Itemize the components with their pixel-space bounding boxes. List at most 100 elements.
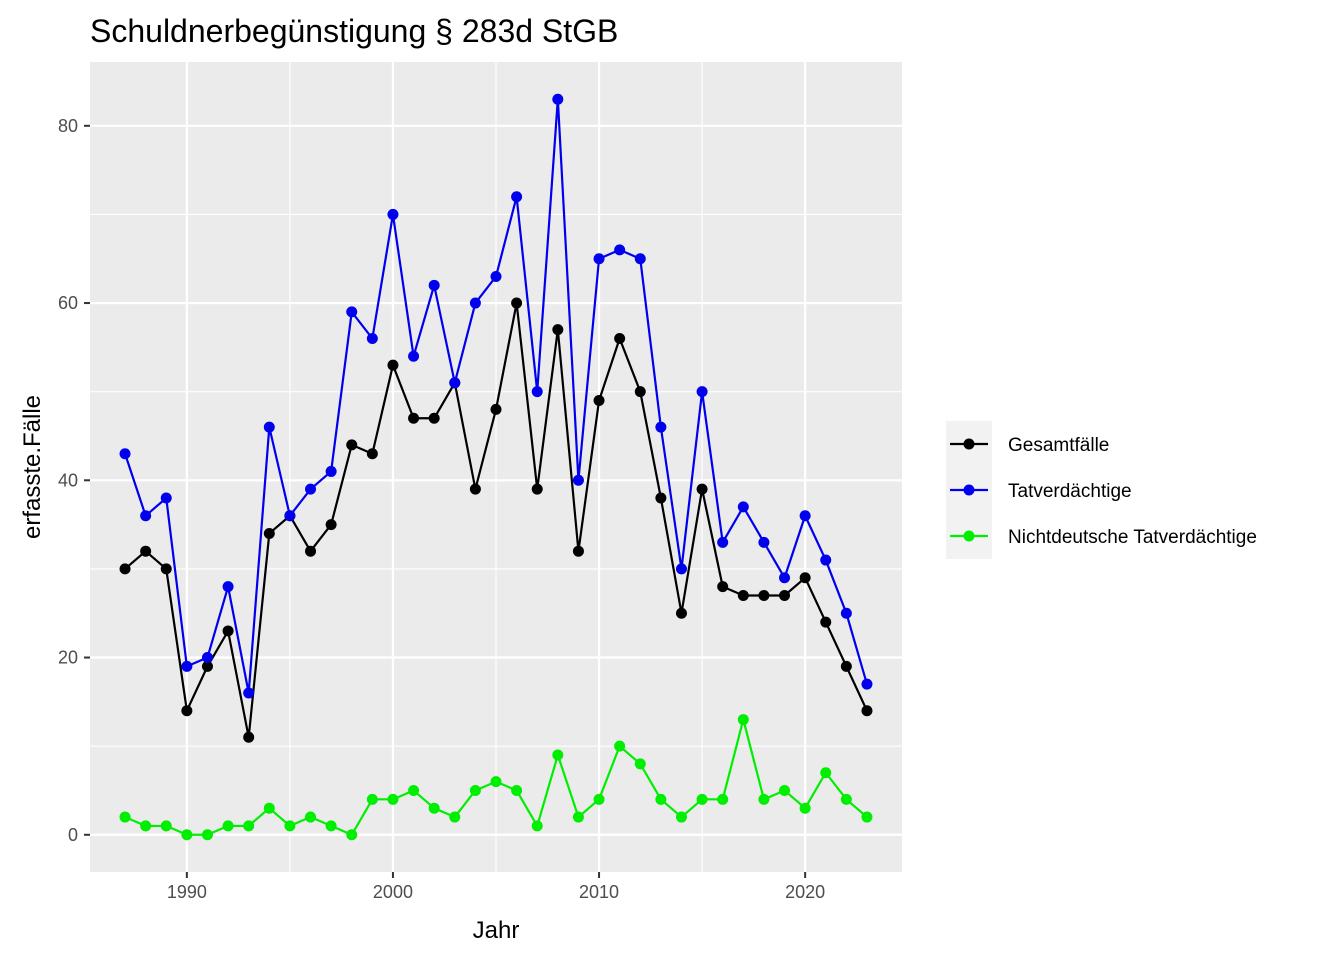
data-point (201, 829, 213, 841)
legend-key-point (963, 484, 975, 496)
data-point (201, 660, 213, 672)
data-point (572, 545, 584, 557)
data-point (346, 306, 358, 318)
data-point (387, 359, 399, 371)
data-point (469, 784, 481, 796)
data-point (840, 793, 852, 805)
data-point (408, 350, 420, 362)
data-point (655, 793, 667, 805)
data-point (222, 581, 234, 593)
data-point (325, 465, 337, 477)
legend-label: Tatverdächtige (1008, 481, 1132, 502)
data-point (243, 731, 255, 743)
data-point (779, 572, 791, 584)
data-point (428, 412, 440, 424)
data-point (531, 483, 543, 495)
x-tick-label: 2000 (373, 882, 413, 902)
chart-title: Schuldnerbegünstigung § 283d StGB (90, 13, 618, 49)
data-point (634, 386, 646, 398)
data-point (160, 492, 172, 504)
data-point (779, 784, 791, 796)
major-gridlines (90, 62, 902, 872)
data-point (346, 439, 358, 451)
y-tick-label: 40 (58, 470, 78, 490)
data-point (737, 714, 749, 726)
data-point (305, 483, 317, 495)
data-point (675, 811, 687, 823)
data-point (737, 501, 749, 513)
legend-item: Nichtdeutsche Tatverdächtige (950, 527, 1257, 548)
data-point (614, 740, 626, 752)
data-point (531, 386, 543, 398)
data-point (779, 590, 791, 602)
data-point (840, 607, 852, 619)
data-point (140, 510, 152, 522)
data-point (696, 483, 708, 495)
data-point (840, 660, 852, 672)
data-point (820, 767, 832, 779)
data-point (263, 527, 275, 539)
data-point (593, 253, 605, 265)
data-point (511, 191, 523, 203)
data-point (428, 802, 440, 814)
x-tick-label: 2010 (579, 882, 619, 902)
data-point (758, 793, 770, 805)
data-point (696, 793, 708, 805)
data-point (861, 705, 873, 717)
data-point (799, 572, 811, 584)
data-point (284, 510, 296, 522)
data-point (655, 421, 667, 433)
series-2 (119, 93, 873, 699)
data-point (655, 492, 667, 504)
data-point (243, 820, 255, 832)
data-point (181, 705, 193, 717)
data-point (366, 332, 378, 344)
data-point (634, 758, 646, 770)
x-tick-label: 1990 (167, 882, 207, 902)
data-point (387, 208, 399, 220)
y-tick-label: 60 (58, 293, 78, 313)
data-point (511, 297, 523, 309)
data-point (552, 324, 564, 336)
data-point (552, 93, 564, 105)
x-axis: 1990 2000 2010 2020 (167, 872, 825, 902)
data-point (717, 536, 729, 548)
data-point (140, 820, 152, 832)
data-point (201, 652, 213, 664)
data-point (325, 519, 337, 531)
data-point (387, 793, 399, 805)
data-point (552, 749, 564, 761)
y-axis-title: erfasste.Fälle (19, 395, 46, 539)
data-point (675, 563, 687, 575)
data-point (490, 776, 502, 788)
data-point (737, 590, 749, 602)
data-point (511, 784, 523, 796)
data-point (449, 811, 461, 823)
data-point (758, 590, 770, 602)
data-point (614, 332, 626, 344)
data-point (428, 279, 440, 291)
data-point (243, 687, 255, 699)
data-point (449, 377, 461, 389)
data-point (140, 545, 152, 557)
legend-key-point (963, 438, 975, 450)
data-point (572, 811, 584, 823)
data-point (593, 793, 605, 805)
y-tick-label: 20 (58, 648, 78, 668)
data-point (119, 448, 131, 460)
data-point (799, 510, 811, 522)
data-point (861, 811, 873, 823)
data-point (263, 421, 275, 433)
data-point (469, 483, 481, 495)
data-point (675, 607, 687, 619)
data-point (366, 793, 378, 805)
data-point (572, 474, 584, 486)
data-point (408, 412, 420, 424)
data-point (325, 820, 337, 832)
legend-item: Tatverdächtige (950, 481, 1132, 502)
data-point (696, 386, 708, 398)
legend-key-point (963, 530, 975, 542)
data-point (284, 820, 296, 832)
data-point (408, 784, 420, 796)
